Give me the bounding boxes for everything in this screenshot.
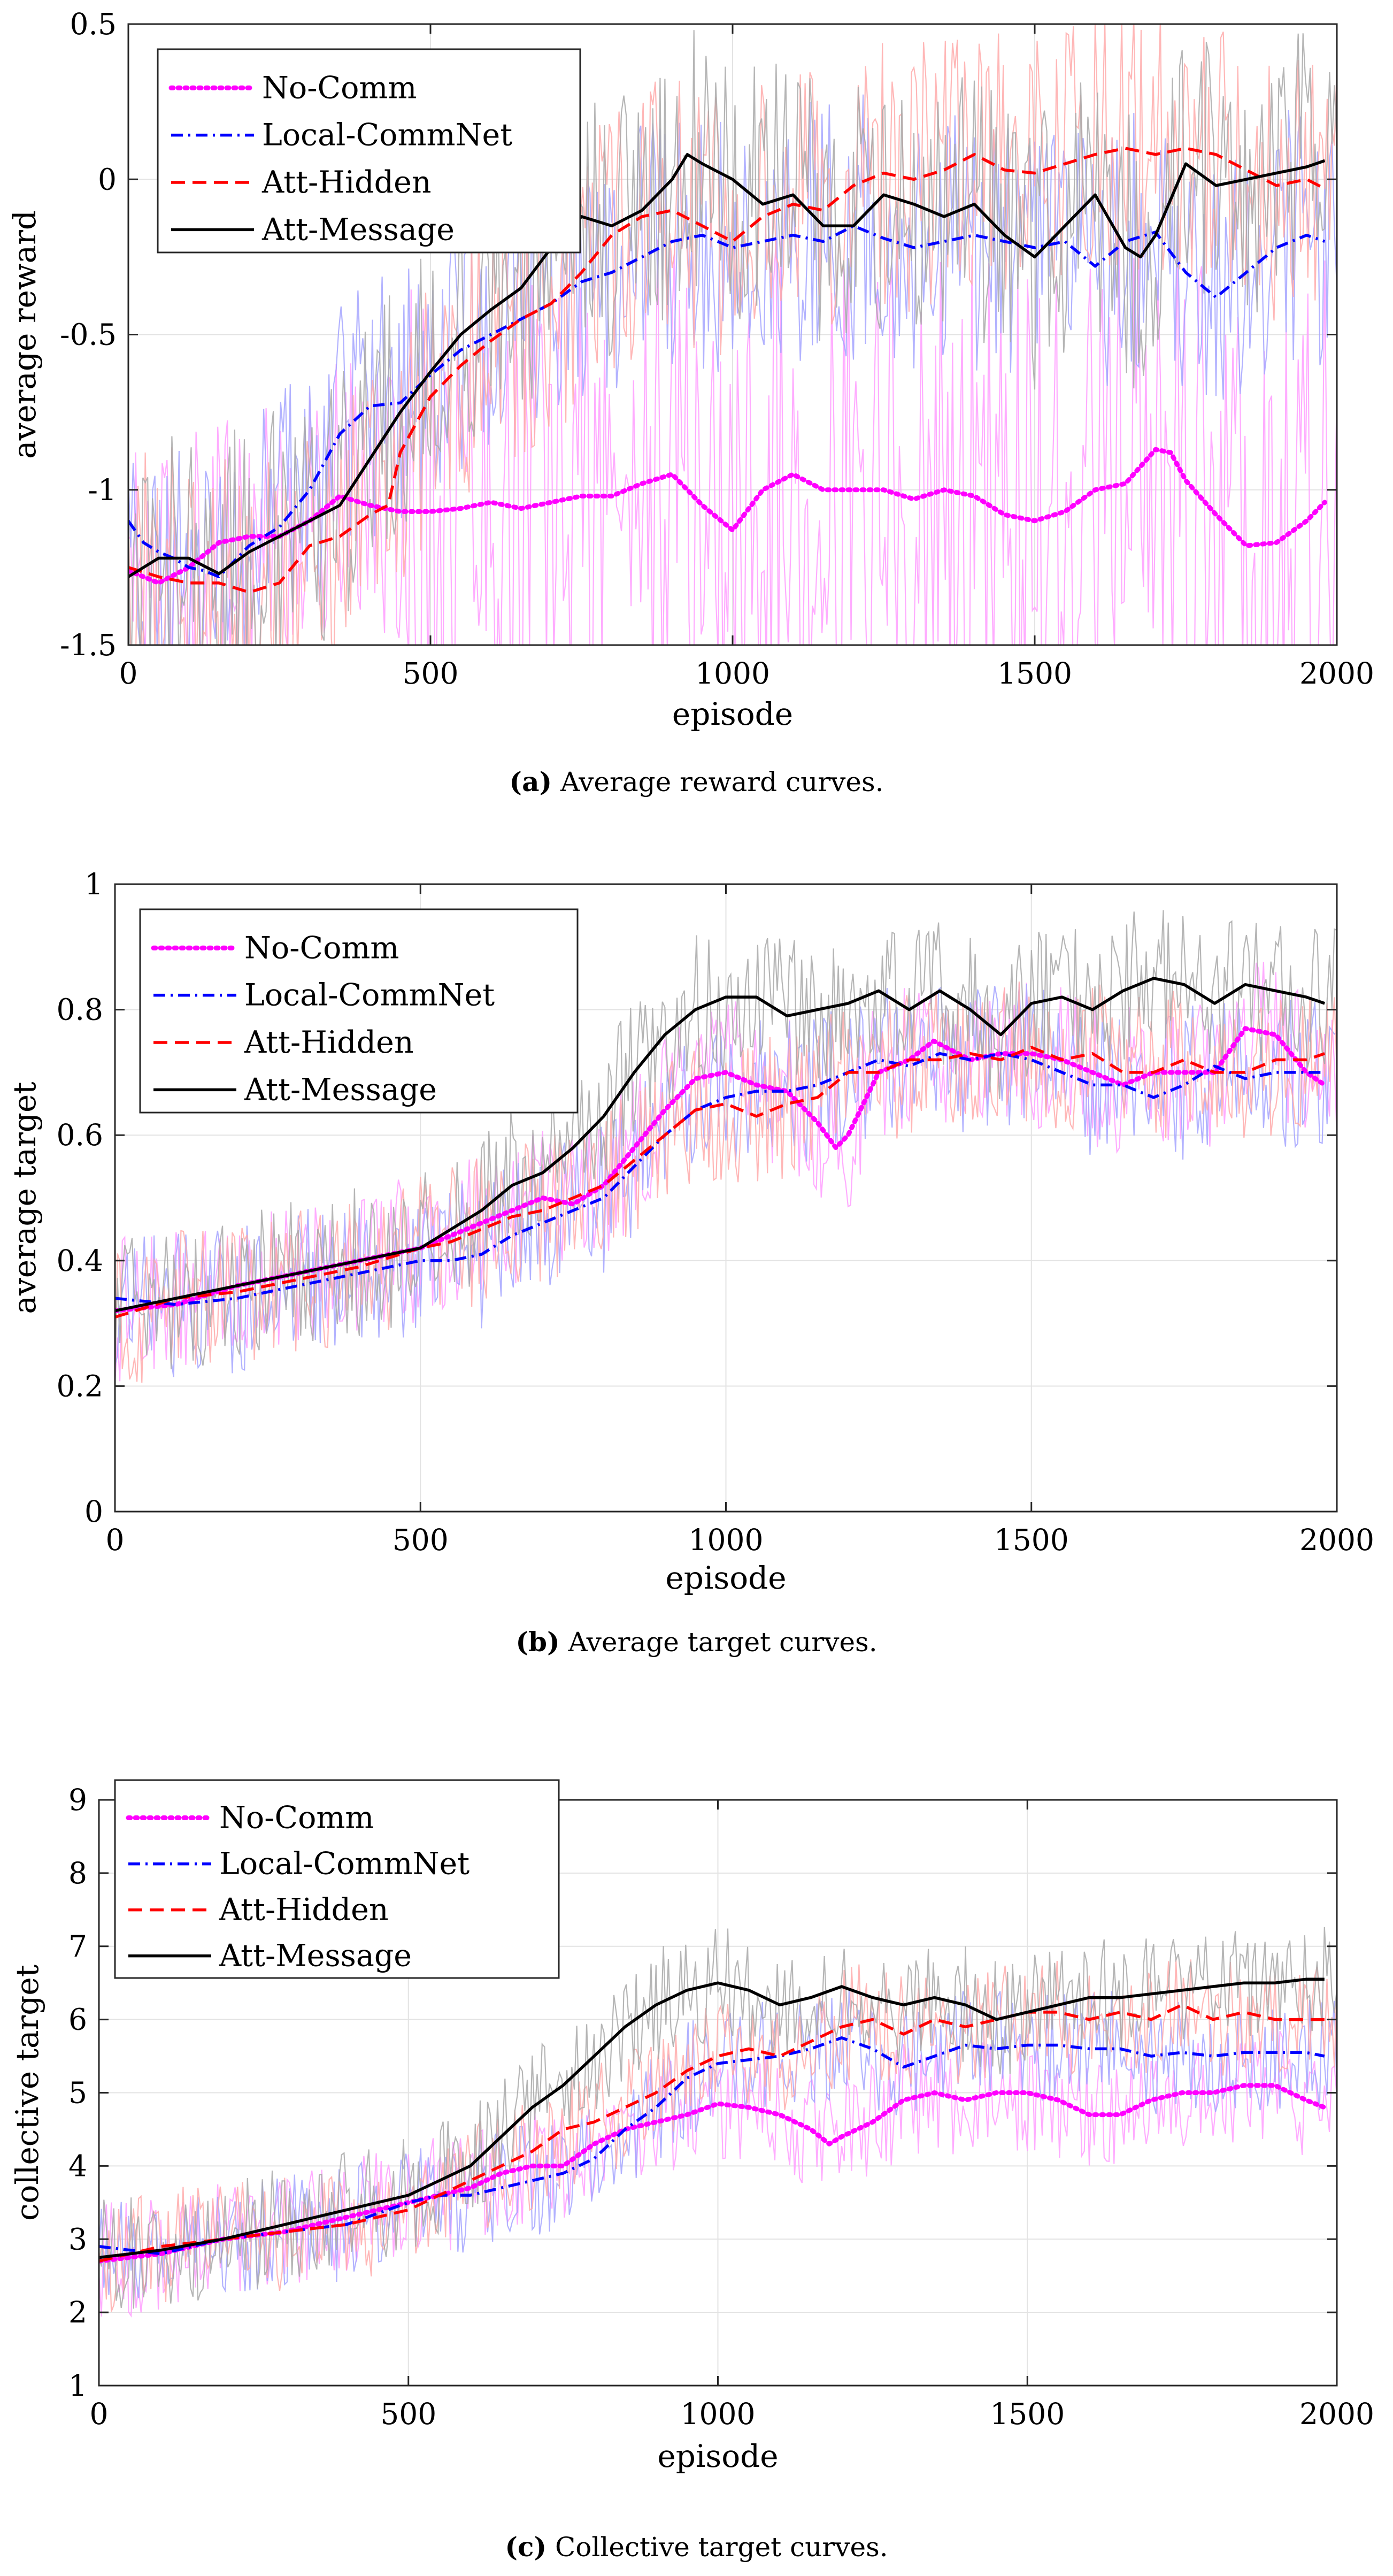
legend-box xyxy=(157,48,581,254)
x-tick-label: 500 xyxy=(380,2397,436,2431)
x-tick-label: 2000 xyxy=(1299,656,1374,691)
y-tick-label: 0.6 xyxy=(57,1118,103,1152)
series-line-att-hidden xyxy=(99,2003,1325,2263)
y-tick-label: -0.5 xyxy=(60,318,117,352)
raw-traces-c xyxy=(99,1927,1337,2318)
x-tick-label: 2000 xyxy=(1299,2397,1374,2431)
legend-label-no-comm: No-Comm xyxy=(262,70,417,105)
legend-label-no-comm: No-Comm xyxy=(219,1800,374,1836)
legend-label-local-commnet: Local-CommNet xyxy=(244,978,495,1013)
y-axis-label: average reward xyxy=(6,210,43,459)
caption-b-text: Average target curves. xyxy=(568,1627,878,1658)
series-line-no-comm xyxy=(128,447,1327,586)
legend-label-att-hidden: Att-Hidden xyxy=(261,165,432,200)
raw-trace-att-hidden xyxy=(115,982,1337,1383)
y-tick-label: -1.5 xyxy=(60,628,117,662)
x-axis-label: episode xyxy=(657,2438,778,2474)
raw-trace-att-hidden xyxy=(128,24,1337,645)
series-line-att-message xyxy=(99,1977,1325,2259)
x-tick-label: 0 xyxy=(90,2397,109,2431)
raw-trace-local-commnet xyxy=(115,984,1337,1377)
legend-b: No-Comm Local-CommNet Att-Hidden Att-Messag… xyxy=(139,908,579,1114)
series-lines-c xyxy=(99,1977,1327,2264)
series-line-att-hidden xyxy=(115,1046,1326,1319)
x-tick-label: 1000 xyxy=(689,1523,764,1557)
y-tick-label: 5 xyxy=(68,2076,87,2110)
caption-a: (a) Average reward curves. xyxy=(0,766,1393,798)
legend-c: No-Comm Local-CommNet Att-Hidden Att-Messag… xyxy=(114,1779,560,1979)
legend-label-local-commnet: Local-CommNet xyxy=(262,118,512,153)
y-axis-label: collective target xyxy=(9,1965,45,2221)
caption-c-text: Collective target curves. xyxy=(555,2532,888,2563)
caption-c-label: (c) xyxy=(505,2531,547,2563)
raw-trace-att-message xyxy=(115,910,1337,1369)
caption-b-label: (b) xyxy=(515,1626,560,1658)
x-tick-label: 0 xyxy=(106,1523,125,1557)
y-tick-label: 0 xyxy=(98,162,117,196)
series-line-att-message xyxy=(115,977,1326,1313)
y-tick-label: 1 xyxy=(84,867,103,901)
x-tick-label: 500 xyxy=(403,656,459,691)
raw-trace-no-comm xyxy=(99,2030,1337,2318)
series-lines-b xyxy=(115,977,1327,1319)
y-tick-label: 1 xyxy=(68,2368,87,2403)
legend-label-att-message: Att-Message xyxy=(219,1938,412,1974)
y-tick-label: 0.4 xyxy=(57,1244,103,1278)
x-tick-label: 0 xyxy=(119,656,138,691)
y-tick-label: 7 xyxy=(68,1929,87,1964)
legend-a: No-Comm Local-CommNet Att-Hidden Att-Messag… xyxy=(157,48,581,254)
x-tick-label: 1000 xyxy=(681,2397,756,2431)
legend-label-att-message: Att-Message xyxy=(261,212,455,247)
chart-a: 0 500 1000 1500 2000 -1.5 -1 -0.5 0 0.5 episode ave… xyxy=(6,7,1374,732)
caption-b: (b) Average target curves. xyxy=(0,1626,1393,1658)
x-tick-label: 1500 xyxy=(994,1523,1069,1557)
legend-label-att-hidden: Att-Hidden xyxy=(244,1025,414,1060)
x-tick-label: 1500 xyxy=(990,2397,1065,2431)
chart-c: 0 500 1000 1500 2000 1 2 3 4 5 6 7 8 9 episode collecti… xyxy=(9,1779,1374,2474)
chart-b: 0 500 1000 1500 2000 0 0.2 0.4 0.6 0.8 1 episode ave… xyxy=(6,867,1374,1596)
x-tick-label: 1000 xyxy=(695,656,770,691)
caption-a-label: (a) xyxy=(509,766,552,798)
y-tick-label: 9 xyxy=(68,1783,87,1817)
y-tick-label: -1 xyxy=(88,473,117,507)
legend-label-no-comm: No-Comm xyxy=(244,930,399,965)
series-line-local-commnet xyxy=(128,224,1326,579)
y-tick-label: 0.2 xyxy=(57,1369,103,1403)
series-line-local-commnet xyxy=(99,2036,1325,2256)
x-axis-label: episode xyxy=(672,696,793,732)
x-tick-label: 1500 xyxy=(997,656,1072,691)
x-tick-label: 2000 xyxy=(1299,1523,1374,1557)
y-tick-label: 4 xyxy=(68,2149,87,2183)
raw-traces-b xyxy=(115,910,1337,1384)
legend-label-att-hidden: Att-Hidden xyxy=(219,1892,389,1928)
y-axis-label: average target xyxy=(6,1082,43,1314)
x-tick-label: 500 xyxy=(392,1523,449,1557)
legend-label-att-message: Att-Message xyxy=(244,1072,437,1107)
y-tick-label: 3 xyxy=(68,2222,87,2256)
caption-c: (c) Collective target curves. xyxy=(0,2531,1393,2563)
y-tick-label: 6 xyxy=(68,2003,87,2037)
y-tick-label: 8 xyxy=(68,1856,87,1890)
y-tick-label: 0 xyxy=(84,1494,103,1529)
series-line-local-commnet xyxy=(115,1052,1325,1306)
raw-trace-att-message xyxy=(99,1927,1337,2309)
x-axis-label: episode xyxy=(665,1560,786,1596)
legend-box xyxy=(139,908,579,1114)
y-tick-label: 0.8 xyxy=(57,993,103,1027)
caption-a-text: Average reward curves. xyxy=(560,766,884,798)
series-lines-a xyxy=(128,147,1327,594)
series-line-att-message xyxy=(128,153,1326,578)
series-line-att-hidden xyxy=(128,147,1326,594)
legend-box xyxy=(114,1779,560,1979)
legend-label-local-commnet: Local-CommNet xyxy=(219,1846,470,1882)
y-tick-label: 2 xyxy=(68,2295,87,2329)
y-tick-label: 0.5 xyxy=(70,7,117,41)
